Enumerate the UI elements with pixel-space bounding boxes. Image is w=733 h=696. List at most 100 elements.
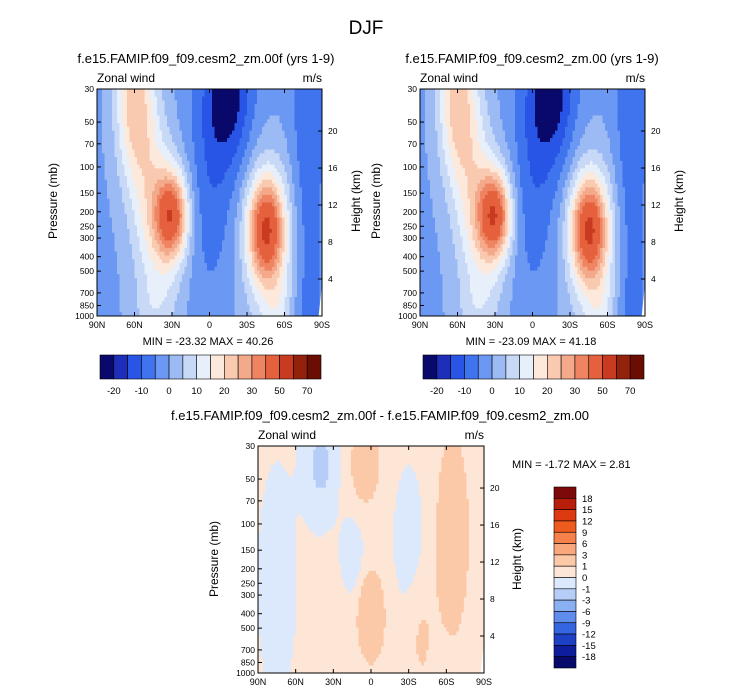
contour-cell <box>117 157 120 162</box>
contour-cell <box>317 96 320 101</box>
contour-cell <box>204 92 208 98</box>
contour-cell <box>244 160 248 166</box>
contour-cell <box>109 160 113 166</box>
contour-cell <box>122 153 125 158</box>
contour-cell <box>229 92 233 98</box>
contour-cell <box>309 119 313 124</box>
contour-cell <box>259 104 263 109</box>
contour-cell <box>214 119 218 124</box>
contour-cell <box>277 134 280 139</box>
contour-cell <box>279 160 283 166</box>
contour-cell <box>157 141 160 147</box>
contour-cell <box>257 157 260 162</box>
contour-cell <box>102 115 105 120</box>
contour-cell <box>124 104 128 109</box>
contour-cell <box>114 164 118 169</box>
contour-cell <box>164 100 168 105</box>
contour-cell <box>259 157 263 162</box>
contour-cell <box>209 119 213 124</box>
contour-cell <box>297 92 300 98</box>
contour-cell <box>319 89 323 94</box>
contour-cell <box>119 107 123 113</box>
contour-cell <box>164 123 168 128</box>
contour-cell <box>219 149 223 154</box>
contour-cell <box>159 145 163 151</box>
contour-cell <box>219 123 223 128</box>
contour-cell <box>307 92 310 98</box>
contour-cell <box>139 157 143 162</box>
contour-cell <box>319 134 323 139</box>
contour-cell <box>227 160 230 166</box>
contour-cell <box>109 107 113 113</box>
contour-cell <box>229 96 233 101</box>
panel-2: f.e15.FAMIP.f09_f09.cesm2_zm.00 (yrs 1-9… <box>369 51 686 348</box>
contour-cell <box>314 145 318 151</box>
contour-cell <box>129 123 133 128</box>
contour-cell <box>114 119 118 124</box>
contour-cell <box>267 123 270 128</box>
contour-cell <box>267 104 270 109</box>
contour-cell <box>154 157 158 162</box>
contour-cell <box>214 111 218 116</box>
contour-cell <box>114 92 118 98</box>
contour-cell <box>112 138 115 143</box>
contour-cell <box>197 96 200 101</box>
contour-cell <box>212 100 215 105</box>
contour-cell <box>174 111 178 116</box>
contour-cell <box>319 107 323 113</box>
contour-cell <box>219 96 223 101</box>
contour-cell <box>247 119 250 124</box>
contour-cell <box>124 96 128 101</box>
contour-cell <box>297 145 300 151</box>
contour-cell <box>112 119 115 124</box>
contour-cell <box>247 153 250 158</box>
contour-cell <box>239 145 243 151</box>
contour-cell <box>152 134 155 139</box>
contour-cell <box>317 130 320 135</box>
contour-cell <box>137 96 140 101</box>
contour-cell <box>219 160 223 166</box>
contour-cell <box>122 130 125 135</box>
contour-cell <box>294 130 298 135</box>
contour-cell <box>229 126 233 132</box>
contour-cell <box>227 157 230 162</box>
contour-cell <box>242 111 245 116</box>
contour-cell <box>179 153 183 158</box>
contour-cell <box>247 141 250 147</box>
contour-cell <box>152 115 155 120</box>
contour-cell <box>182 134 185 139</box>
contour-cell <box>154 89 158 94</box>
contour-cell <box>139 89 143 94</box>
contour-cell <box>292 104 295 109</box>
contour-cell <box>304 111 308 116</box>
contour-cell <box>107 92 110 98</box>
contour-cell <box>287 89 290 94</box>
contour-cell <box>124 107 128 113</box>
contour-cell <box>117 89 120 94</box>
contour-cell <box>237 145 240 151</box>
contour-cell <box>304 145 308 151</box>
contour-cell <box>272 107 275 113</box>
contour-cell <box>302 111 305 116</box>
contour-cell <box>97 138 100 143</box>
contour-cell <box>142 149 145 154</box>
contour-cell <box>102 126 105 132</box>
contour-cell <box>177 157 180 162</box>
contour-cell <box>124 119 128 124</box>
contour-cell <box>104 149 108 154</box>
contour-cell <box>194 145 198 151</box>
contour-cell <box>179 126 183 132</box>
contour-cell <box>312 104 315 109</box>
contour-cell <box>272 92 275 98</box>
contour-cell <box>279 157 283 162</box>
contour-cell <box>289 115 293 120</box>
contour-cell <box>187 123 190 128</box>
contour-cell <box>164 126 168 132</box>
contour-cell <box>159 96 163 101</box>
contour-cell <box>237 153 240 158</box>
contour-cell <box>257 115 260 120</box>
contour-cell <box>234 92 238 98</box>
contour-cell <box>224 160 228 166</box>
contour-cell <box>202 104 205 109</box>
